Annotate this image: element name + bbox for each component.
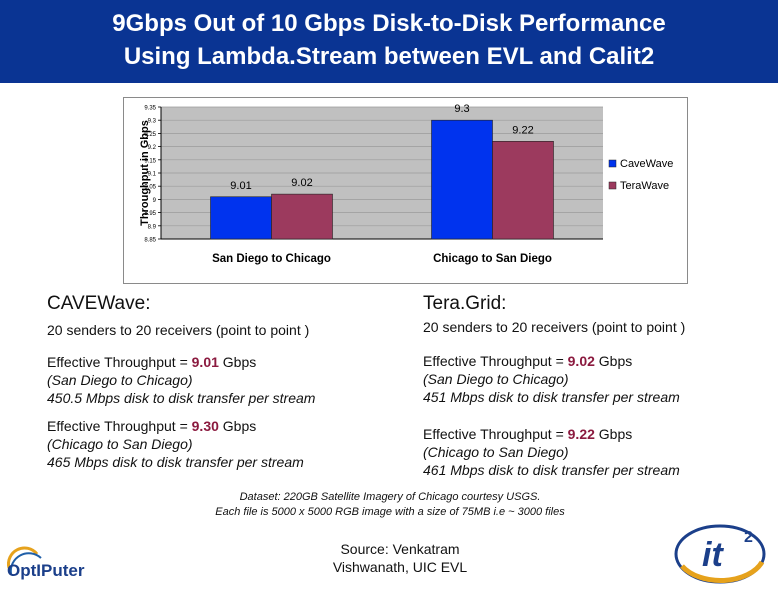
y-tick-label: 9.25 xyxy=(144,132,156,138)
logo-swoosh xyxy=(680,560,765,584)
title-line-2: Using Lambda.Stream between EVL and Cali… xyxy=(123,43,655,70)
dataset-line-2: Each file is 5000 x 5000 RGB image with … xyxy=(215,506,565,518)
throughput-value: 9.01 xyxy=(191,354,219,370)
source-credit: Source: Venkatram Vishwanath, UIC EVL xyxy=(300,540,500,576)
throughput-prefix: Effective Throughput = xyxy=(47,354,192,370)
chart-svg: 8.85 8.9 8.95 9 9.05 9.1 9.15 9.2 9.25 9.3 9.35 9.0… xyxy=(139,103,673,265)
throughput-unit: Gbps xyxy=(218,354,257,370)
y-tick-label: 9 xyxy=(153,198,157,204)
throughput-chart: 8.85 8.9 8.95 9 9.05 9.1 9.15 9.2 9.25 9.3 9.35 9.0… xyxy=(123,97,688,284)
bar-cavewave xyxy=(210,196,272,240)
legend-swatch xyxy=(608,181,617,190)
calit2-sup-text: 2 xyxy=(744,529,753,546)
data-label: 9.01 xyxy=(230,180,251,192)
title-line-1: 9Gbps Out of 10 Gbps Disk-to-Disk Perfor… xyxy=(112,10,666,37)
y-tick-label: 9.35 xyxy=(144,106,156,112)
teragrid-heading: Tera.Grid: xyxy=(423,293,507,314)
y-tick-label: 8.95 xyxy=(144,211,156,217)
data-label: 9.02 xyxy=(291,177,312,189)
dataset-note: Dataset: 220GB Satellite Imagery of Chic… xyxy=(150,490,630,520)
cavewave-heading: CAVEWave: xyxy=(47,293,151,314)
y-tick-label: 9.15 xyxy=(144,158,156,164)
source-line-2: Vishwanath, UIC EVL xyxy=(332,559,468,575)
throughput-prefix: Effective Throughput = xyxy=(423,353,568,369)
throughput-unit: Gbps xyxy=(594,426,633,442)
calit2-logo: it 2 xyxy=(674,524,766,584)
cavewave-block-2: Effective Throughput = 9.30 Gbps (Chicag… xyxy=(47,417,397,471)
optiputer-logo: OptIPuter xyxy=(7,546,85,580)
cavewave-throughput-1: Effective Throughput = 9.01 Gbps xyxy=(47,353,397,371)
throughput-unit: Gbps xyxy=(218,418,257,434)
cavewave-transfer-1: 450.5 Mbps disk to disk transfer per str… xyxy=(47,390,316,406)
x-category-label: Chicago to San Diego xyxy=(433,253,552,265)
title-bar: 9Gbps Out of 10 Gbps Disk-to-Disk Perfor… xyxy=(0,0,778,83)
bar-cavewave xyxy=(431,119,493,240)
source-line-1: Source: Venkatram xyxy=(340,541,460,557)
data-label: 9.22 xyxy=(512,124,533,136)
calit2-it-text: it xyxy=(702,536,724,574)
throughput-value: 9.30 xyxy=(191,418,219,434)
bar-terawave xyxy=(492,141,554,240)
teragrid-route-2: (Chicago to San Diego) xyxy=(423,444,569,460)
y-tick-label: 9.3 xyxy=(148,119,157,125)
teragrid-throughput-1: Effective Throughput = 9.02 Gbps xyxy=(423,352,773,370)
teragrid-transfer-2: 461 Mbps disk to disk transfer per strea… xyxy=(423,462,680,478)
cavewave-throughput-2: Effective Throughput = 9.30 Gbps xyxy=(47,417,397,435)
teragrid-transfer-1: 451 Mbps disk to disk transfer per strea… xyxy=(423,389,680,405)
bar-terawave xyxy=(271,193,333,240)
teragrid-throughput-2: Effective Throughput = 9.22 Gbps xyxy=(423,425,773,443)
throughput-value: 9.02 xyxy=(567,353,595,369)
teragrid-senders: 20 senders to 20 receivers (point to poi… xyxy=(423,319,686,335)
y-tick-label: 8.9 xyxy=(148,224,157,230)
legend-swatch xyxy=(608,159,617,168)
y-tick-label: 9.1 xyxy=(148,172,157,178)
cavewave-transfer-2: 465 Mbps disk to disk transfer per strea… xyxy=(47,454,304,470)
throughput-prefix: Effective Throughput = xyxy=(47,418,192,434)
cavewave-senders: 20 senders to 20 receivers (point to poi… xyxy=(47,322,310,338)
teragrid-block-2: Effective Throughput = 9.22 Gbps (Chicag… xyxy=(423,425,773,479)
throughput-prefix: Effective Throughput = xyxy=(423,426,568,442)
teragrid-route-1: (San Diego to Chicago) xyxy=(423,371,569,387)
optiputer-text: OptIPuter xyxy=(7,561,85,580)
logo-arc xyxy=(7,546,39,569)
teragrid-block-1: Effective Throughput = 9.02 Gbps (San Di… xyxy=(423,352,773,406)
cavewave-route-1: (San Diego to Chicago) xyxy=(47,372,193,388)
logo-arc xyxy=(9,552,42,575)
y-tick-label: 9.05 xyxy=(144,185,156,191)
y-tick-label: 9.2 xyxy=(148,145,157,151)
legend-label: CaveWave xyxy=(620,158,673,170)
cavewave-block-1: Effective Throughput = 9.01 Gbps (San Di… xyxy=(47,353,397,407)
y-tick-label: 8.85 xyxy=(144,238,156,244)
throughput-value: 9.22 xyxy=(567,426,595,442)
data-label: 9.3 xyxy=(454,103,469,115)
x-category-label: San Diego to Chicago xyxy=(212,253,331,265)
dataset-line-1: Dataset: 220GB Satellite Imagery of Chic… xyxy=(239,491,541,503)
throughput-unit: Gbps xyxy=(594,353,633,369)
y-axis-label: Throughput in Gbps xyxy=(139,120,151,226)
teragrid-column: Tera.Grid: 20 senders to 20 receivers (p… xyxy=(423,292,773,479)
cavewave-column: CAVEWave: 20 senders to 20 receivers (po… xyxy=(47,292,397,471)
cavewave-route-2: (Chicago to San Diego) xyxy=(47,436,193,452)
legend-label: TeraWave xyxy=(620,180,669,192)
